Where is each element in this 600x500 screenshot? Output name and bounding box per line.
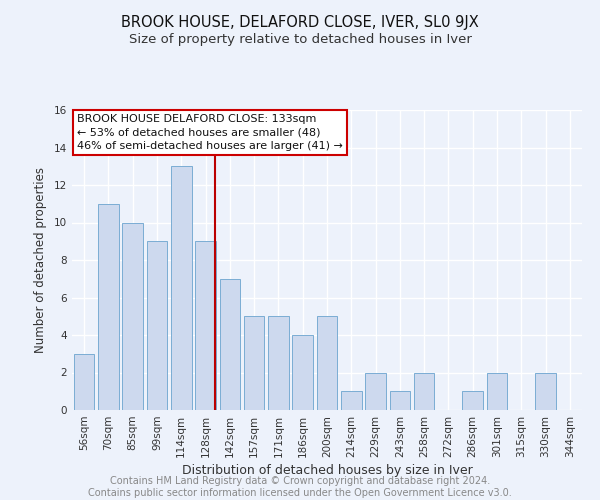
- Y-axis label: Number of detached properties: Number of detached properties: [34, 167, 47, 353]
- Bar: [74, 354, 94, 410]
- Text: BROOK HOUSE DELAFORD CLOSE: 133sqm
← 53% of detached houses are smaller (48)
46%: BROOK HOUSE DELAFORD CLOSE: 133sqm ← 53%…: [77, 114, 343, 151]
- Bar: [463, 391, 483, 410]
- Bar: [487, 372, 508, 410]
- Bar: [195, 242, 216, 410]
- Bar: [292, 335, 313, 410]
- Text: BROOK HOUSE, DELAFORD CLOSE, IVER, SL0 9JX: BROOK HOUSE, DELAFORD CLOSE, IVER, SL0 9…: [121, 15, 479, 30]
- Bar: [414, 372, 434, 410]
- Bar: [98, 204, 119, 410]
- Bar: [268, 316, 289, 410]
- Bar: [389, 391, 410, 410]
- Bar: [317, 316, 337, 410]
- Bar: [122, 222, 143, 410]
- Text: Size of property relative to detached houses in Iver: Size of property relative to detached ho…: [128, 32, 472, 46]
- Bar: [244, 316, 265, 410]
- Bar: [341, 391, 362, 410]
- X-axis label: Distribution of detached houses by size in Iver: Distribution of detached houses by size …: [182, 464, 472, 477]
- Bar: [171, 166, 191, 410]
- Text: Contains HM Land Registry data © Crown copyright and database right 2024.
Contai: Contains HM Land Registry data © Crown c…: [88, 476, 512, 498]
- Bar: [365, 372, 386, 410]
- Bar: [535, 372, 556, 410]
- Bar: [220, 279, 240, 410]
- Bar: [146, 242, 167, 410]
